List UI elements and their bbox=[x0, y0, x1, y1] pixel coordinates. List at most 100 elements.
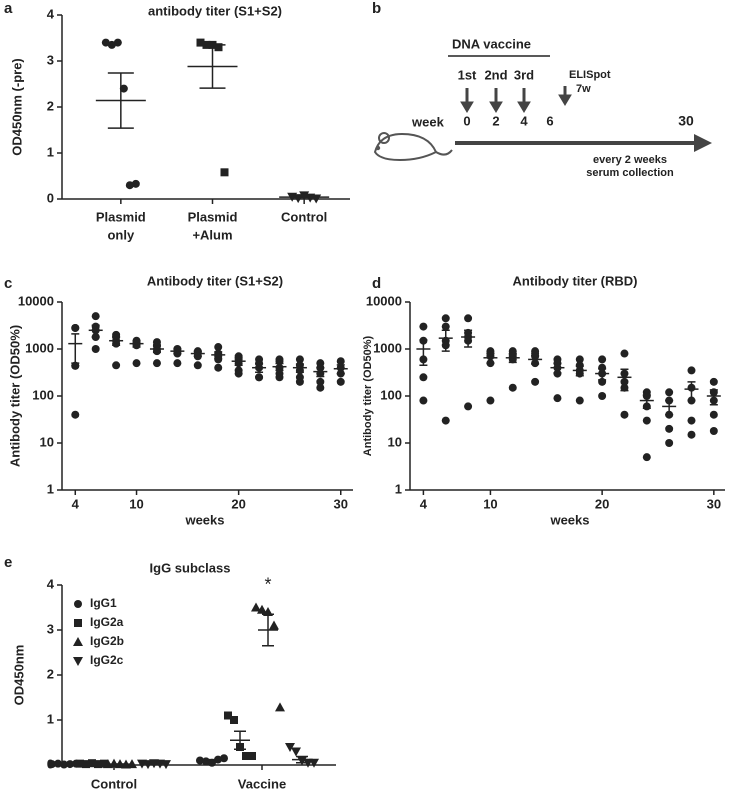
error-bar bbox=[687, 381, 696, 402]
point bbox=[687, 416, 696, 425]
point bbox=[441, 314, 450, 323]
point bbox=[242, 752, 250, 760]
dose-label: 1st bbox=[458, 67, 477, 82]
dose-label: 2nd bbox=[484, 67, 507, 82]
point bbox=[173, 359, 182, 368]
error-bar bbox=[291, 195, 318, 199]
panel-label: d bbox=[372, 275, 381, 292]
error-bar bbox=[255, 363, 264, 374]
timeline-diagram: b DNA vaccine 1st 2nd 3rd ELISpot 7w wee… bbox=[372, 0, 712, 179]
x-tick-label: Plasmid bbox=[96, 209, 146, 224]
point bbox=[464, 402, 473, 411]
point bbox=[441, 416, 450, 425]
y-tick-label: 0 bbox=[47, 190, 54, 205]
point bbox=[132, 359, 141, 368]
point bbox=[107, 40, 116, 49]
error-bar bbox=[199, 44, 226, 89]
point bbox=[316, 377, 325, 386]
point bbox=[575, 396, 584, 405]
error-bar bbox=[486, 352, 495, 364]
point bbox=[196, 756, 204, 765]
assay-label: ELISpot bbox=[569, 69, 611, 81]
point bbox=[441, 322, 450, 331]
x-tick-label: only bbox=[107, 227, 134, 242]
point bbox=[257, 604, 267, 614]
point bbox=[295, 377, 304, 386]
point bbox=[295, 355, 304, 364]
y-tick-label: 10 bbox=[40, 434, 54, 449]
week-label: 2 bbox=[492, 113, 499, 128]
error-bar bbox=[214, 351, 223, 360]
error-bar bbox=[620, 368, 629, 392]
point bbox=[251, 602, 261, 612]
point bbox=[119, 84, 128, 93]
week-label: 4 bbox=[520, 113, 528, 128]
point bbox=[230, 716, 238, 724]
panel: c Antibody titer (S1+S2) Antibody titer (O… bbox=[4, 273, 353, 527]
dose-arrows bbox=[460, 86, 572, 113]
y-tick-label: 10000 bbox=[18, 293, 54, 308]
heading: DNA vaccine bbox=[452, 36, 531, 51]
point bbox=[553, 394, 562, 403]
point bbox=[665, 439, 674, 447]
legend-label: IgG2c bbox=[90, 653, 124, 667]
point bbox=[486, 396, 495, 405]
chart-title: IgG subclass bbox=[150, 560, 231, 575]
point bbox=[220, 168, 229, 177]
y-tick-label: 1 bbox=[47, 711, 54, 726]
point bbox=[161, 760, 171, 770]
axis-label: week bbox=[411, 114, 445, 129]
error-bar bbox=[206, 758, 218, 763]
point bbox=[687, 366, 696, 375]
y-tick-label: 4 bbox=[47, 576, 55, 591]
panel-label: e bbox=[4, 554, 12, 571]
error-bar bbox=[234, 730, 246, 750]
point bbox=[100, 759, 108, 768]
error-bar bbox=[193, 350, 202, 358]
error-bar bbox=[553, 362, 562, 374]
point bbox=[113, 38, 122, 47]
point bbox=[112, 361, 121, 370]
point bbox=[299, 191, 310, 201]
point bbox=[224, 711, 232, 720]
error-bar bbox=[112, 336, 121, 347]
error-bar bbox=[316, 366, 325, 378]
dose-label: 3rd bbox=[514, 67, 534, 82]
point bbox=[214, 343, 223, 352]
point bbox=[71, 410, 80, 419]
point bbox=[269, 620, 279, 630]
x-tick-label: 30 bbox=[707, 496, 721, 511]
point bbox=[91, 312, 100, 321]
y-tick-label: 2 bbox=[47, 666, 54, 681]
x-tick-label: Control bbox=[281, 209, 327, 224]
error-bar bbox=[173, 348, 182, 355]
point bbox=[419, 373, 428, 382]
error-bar bbox=[71, 333, 80, 364]
point bbox=[214, 355, 223, 364]
y-axis-label: Antibody titer (OD50%) bbox=[362, 335, 374, 456]
error-bar bbox=[709, 389, 718, 406]
y-tick-label: 1000 bbox=[373, 340, 402, 355]
x-tick-label: Vaccine bbox=[238, 776, 286, 791]
error-bar bbox=[262, 613, 274, 647]
point bbox=[419, 396, 428, 405]
y-tick-label: 2 bbox=[47, 98, 54, 113]
y-tick-label: 100 bbox=[380, 387, 402, 402]
point bbox=[464, 314, 473, 323]
error-bar bbox=[575, 365, 584, 377]
point bbox=[642, 453, 651, 462]
point bbox=[620, 349, 629, 358]
error-bar bbox=[464, 329, 473, 348]
x-tick-label: +Alum bbox=[192, 227, 232, 242]
chart-title: antibody titer (S1+S2) bbox=[148, 3, 282, 18]
point bbox=[255, 373, 264, 382]
panel: a antibody titer (S1+S2) OD450nm (-pre) 0 1 2… bbox=[4, 0, 350, 242]
point bbox=[73, 637, 83, 646]
point bbox=[316, 383, 325, 392]
panel: d Antibody titer (RBD) Antibody titer (OD5… bbox=[362, 273, 725, 527]
error-bar bbox=[598, 368, 607, 381]
y-tick-label: 1 bbox=[395, 481, 402, 496]
point bbox=[285, 743, 295, 752]
point bbox=[709, 377, 718, 386]
point bbox=[214, 43, 223, 52]
